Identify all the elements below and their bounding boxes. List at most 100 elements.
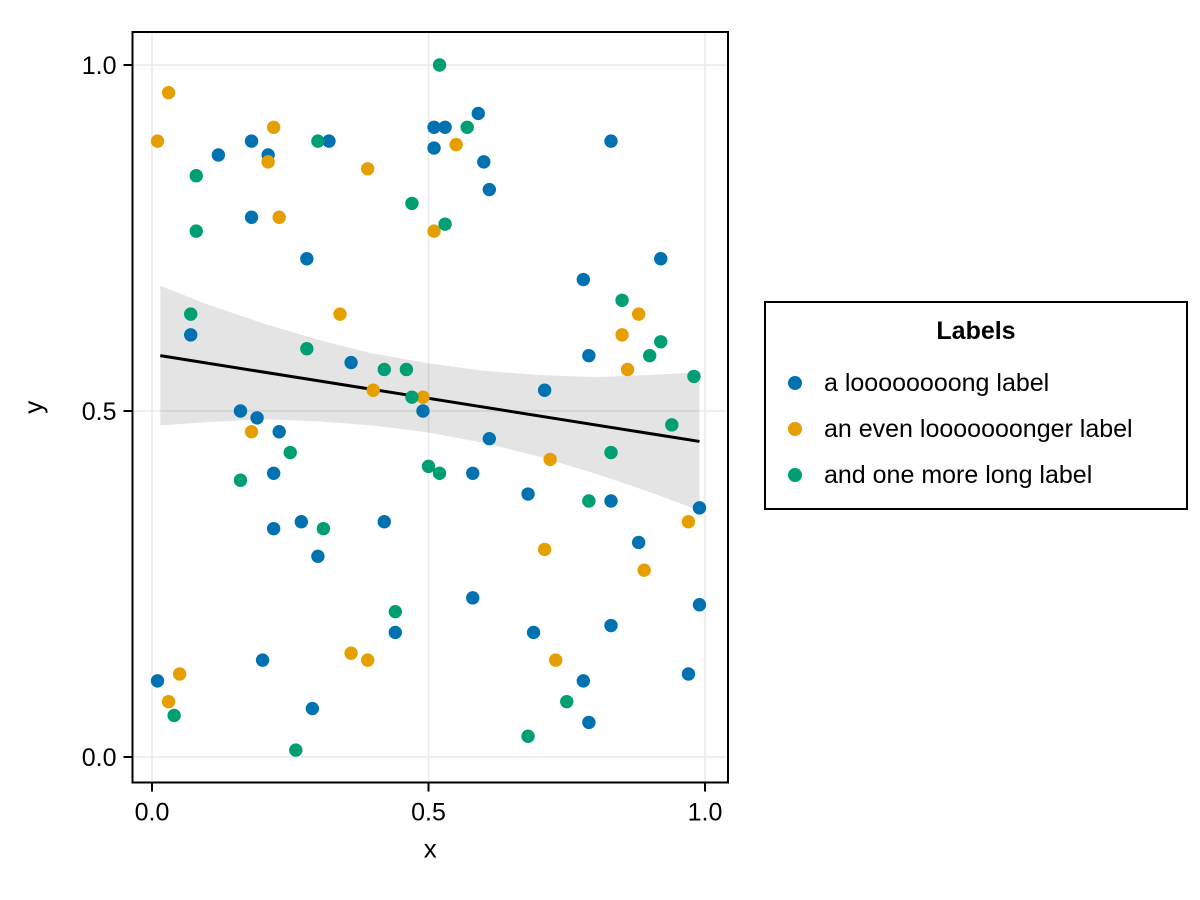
scatter-point bbox=[421, 459, 436, 474]
scatter-point bbox=[692, 598, 707, 612]
scatter-point bbox=[360, 162, 375, 176]
scatter-point bbox=[266, 521, 281, 536]
scatter-point bbox=[150, 674, 165, 688]
scatter-point bbox=[687, 369, 701, 384]
scatter-point bbox=[211, 148, 226, 162]
scatter-point bbox=[537, 542, 552, 557]
scatter-point bbox=[344, 355, 358, 370]
scatter-point bbox=[399, 362, 414, 377]
scatter-point bbox=[432, 466, 447, 480]
scatter-point bbox=[460, 120, 474, 134]
scatter-point bbox=[405, 196, 419, 211]
scatter-point bbox=[692, 501, 707, 515]
scatter-point bbox=[189, 169, 203, 183]
scatter-point bbox=[615, 328, 629, 342]
scatter-point bbox=[289, 743, 303, 757]
x-tick-label: 1.0 bbox=[688, 799, 723, 827]
scatter-point bbox=[582, 348, 596, 363]
scatter-point bbox=[360, 653, 375, 667]
scatter-point bbox=[300, 252, 314, 266]
scatter-point bbox=[244, 425, 259, 439]
scatter-point bbox=[272, 425, 286, 439]
scatter-point bbox=[665, 418, 679, 432]
legend-item-label: an even looooooonger label bbox=[824, 414, 1133, 443]
fit-line bbox=[160, 354, 700, 443]
x-tick-label: 0.5 bbox=[411, 799, 446, 827]
x-axis-label: x bbox=[424, 834, 437, 864]
scatter-point bbox=[620, 362, 635, 377]
scatter-point bbox=[184, 328, 198, 342]
scatter-point bbox=[631, 307, 646, 321]
scatter-point bbox=[681, 515, 696, 529]
scatter-point bbox=[604, 445, 618, 460]
scatter-point bbox=[604, 494, 618, 508]
scatter-point bbox=[377, 362, 391, 377]
scatter-point bbox=[449, 137, 463, 152]
scatter-point bbox=[294, 515, 309, 529]
y-tick-label: 1.0 bbox=[82, 52, 117, 80]
legend-title: Labels bbox=[936, 317, 1016, 345]
scatter-point bbox=[161, 85, 176, 100]
scatter-point bbox=[150, 134, 165, 148]
scatter-point bbox=[576, 674, 591, 688]
legend-marker-icon bbox=[788, 468, 802, 482]
scatter-point bbox=[615, 293, 629, 307]
scatter-point bbox=[521, 487, 535, 501]
scatter-point bbox=[576, 272, 591, 287]
legend-item: a loooooooong label bbox=[766, 360, 1186, 406]
legend-item-label: a loooooooong label bbox=[824, 368, 1050, 397]
legend-marker-icon bbox=[788, 376, 802, 390]
scatter-point bbox=[322, 134, 336, 148]
y-tick-label: 0.0 bbox=[82, 744, 117, 772]
scatter-point bbox=[377, 515, 391, 529]
scatter-point bbox=[526, 625, 541, 640]
scatter-point bbox=[272, 210, 286, 224]
scatter-point bbox=[316, 521, 331, 536]
scatter-point bbox=[189, 224, 203, 238]
legend-marker-icon bbox=[788, 422, 802, 436]
scatter-point bbox=[637, 563, 651, 577]
legend-item: an even looooooonger label bbox=[766, 406, 1186, 452]
scatter-point bbox=[560, 694, 574, 709]
scatter-point bbox=[681, 667, 696, 681]
x-tick-label: 0.0 bbox=[135, 799, 170, 827]
scatter-point bbox=[311, 134, 325, 148]
scatter-point bbox=[521, 729, 535, 743]
scatter-point bbox=[266, 466, 281, 480]
scatter-point bbox=[477, 155, 491, 169]
scatter-point bbox=[482, 182, 497, 197]
scatter-point bbox=[172, 667, 187, 681]
scatter-point bbox=[466, 591, 480, 605]
scatter-point bbox=[582, 715, 596, 730]
legend: Labels a loooooooong label an even loooo… bbox=[764, 301, 1188, 510]
scatter-point bbox=[482, 431, 497, 446]
scatter-point bbox=[466, 466, 480, 480]
y-axis-label: y bbox=[18, 401, 48, 414]
scatter-point bbox=[250, 411, 264, 425]
scatter-point bbox=[333, 307, 347, 321]
scatter-point bbox=[438, 217, 452, 231]
scatter-point bbox=[366, 383, 380, 397]
scatter-point bbox=[233, 404, 248, 418]
scatter-point bbox=[233, 473, 248, 487]
axis-frame bbox=[131, 31, 729, 784]
scatter-point bbox=[388, 604, 403, 619]
scatter-point bbox=[631, 535, 646, 550]
scatter-point bbox=[471, 106, 485, 121]
scatter-point bbox=[344, 646, 358, 660]
scatter-point bbox=[305, 701, 320, 716]
y-tick-label: 0.5 bbox=[82, 398, 117, 426]
scatter-point bbox=[388, 625, 403, 640]
scatter-point bbox=[543, 452, 557, 467]
scatter-point bbox=[405, 390, 419, 404]
scatter-point bbox=[167, 708, 181, 723]
scatter-point bbox=[548, 653, 563, 667]
scatter-point bbox=[300, 342, 314, 356]
scatter-point bbox=[654, 335, 668, 349]
scatter-point bbox=[416, 390, 430, 404]
scatter-point bbox=[184, 307, 198, 321]
legend-item: and one more long label bbox=[766, 452, 1186, 498]
scatter-point bbox=[654, 252, 668, 266]
